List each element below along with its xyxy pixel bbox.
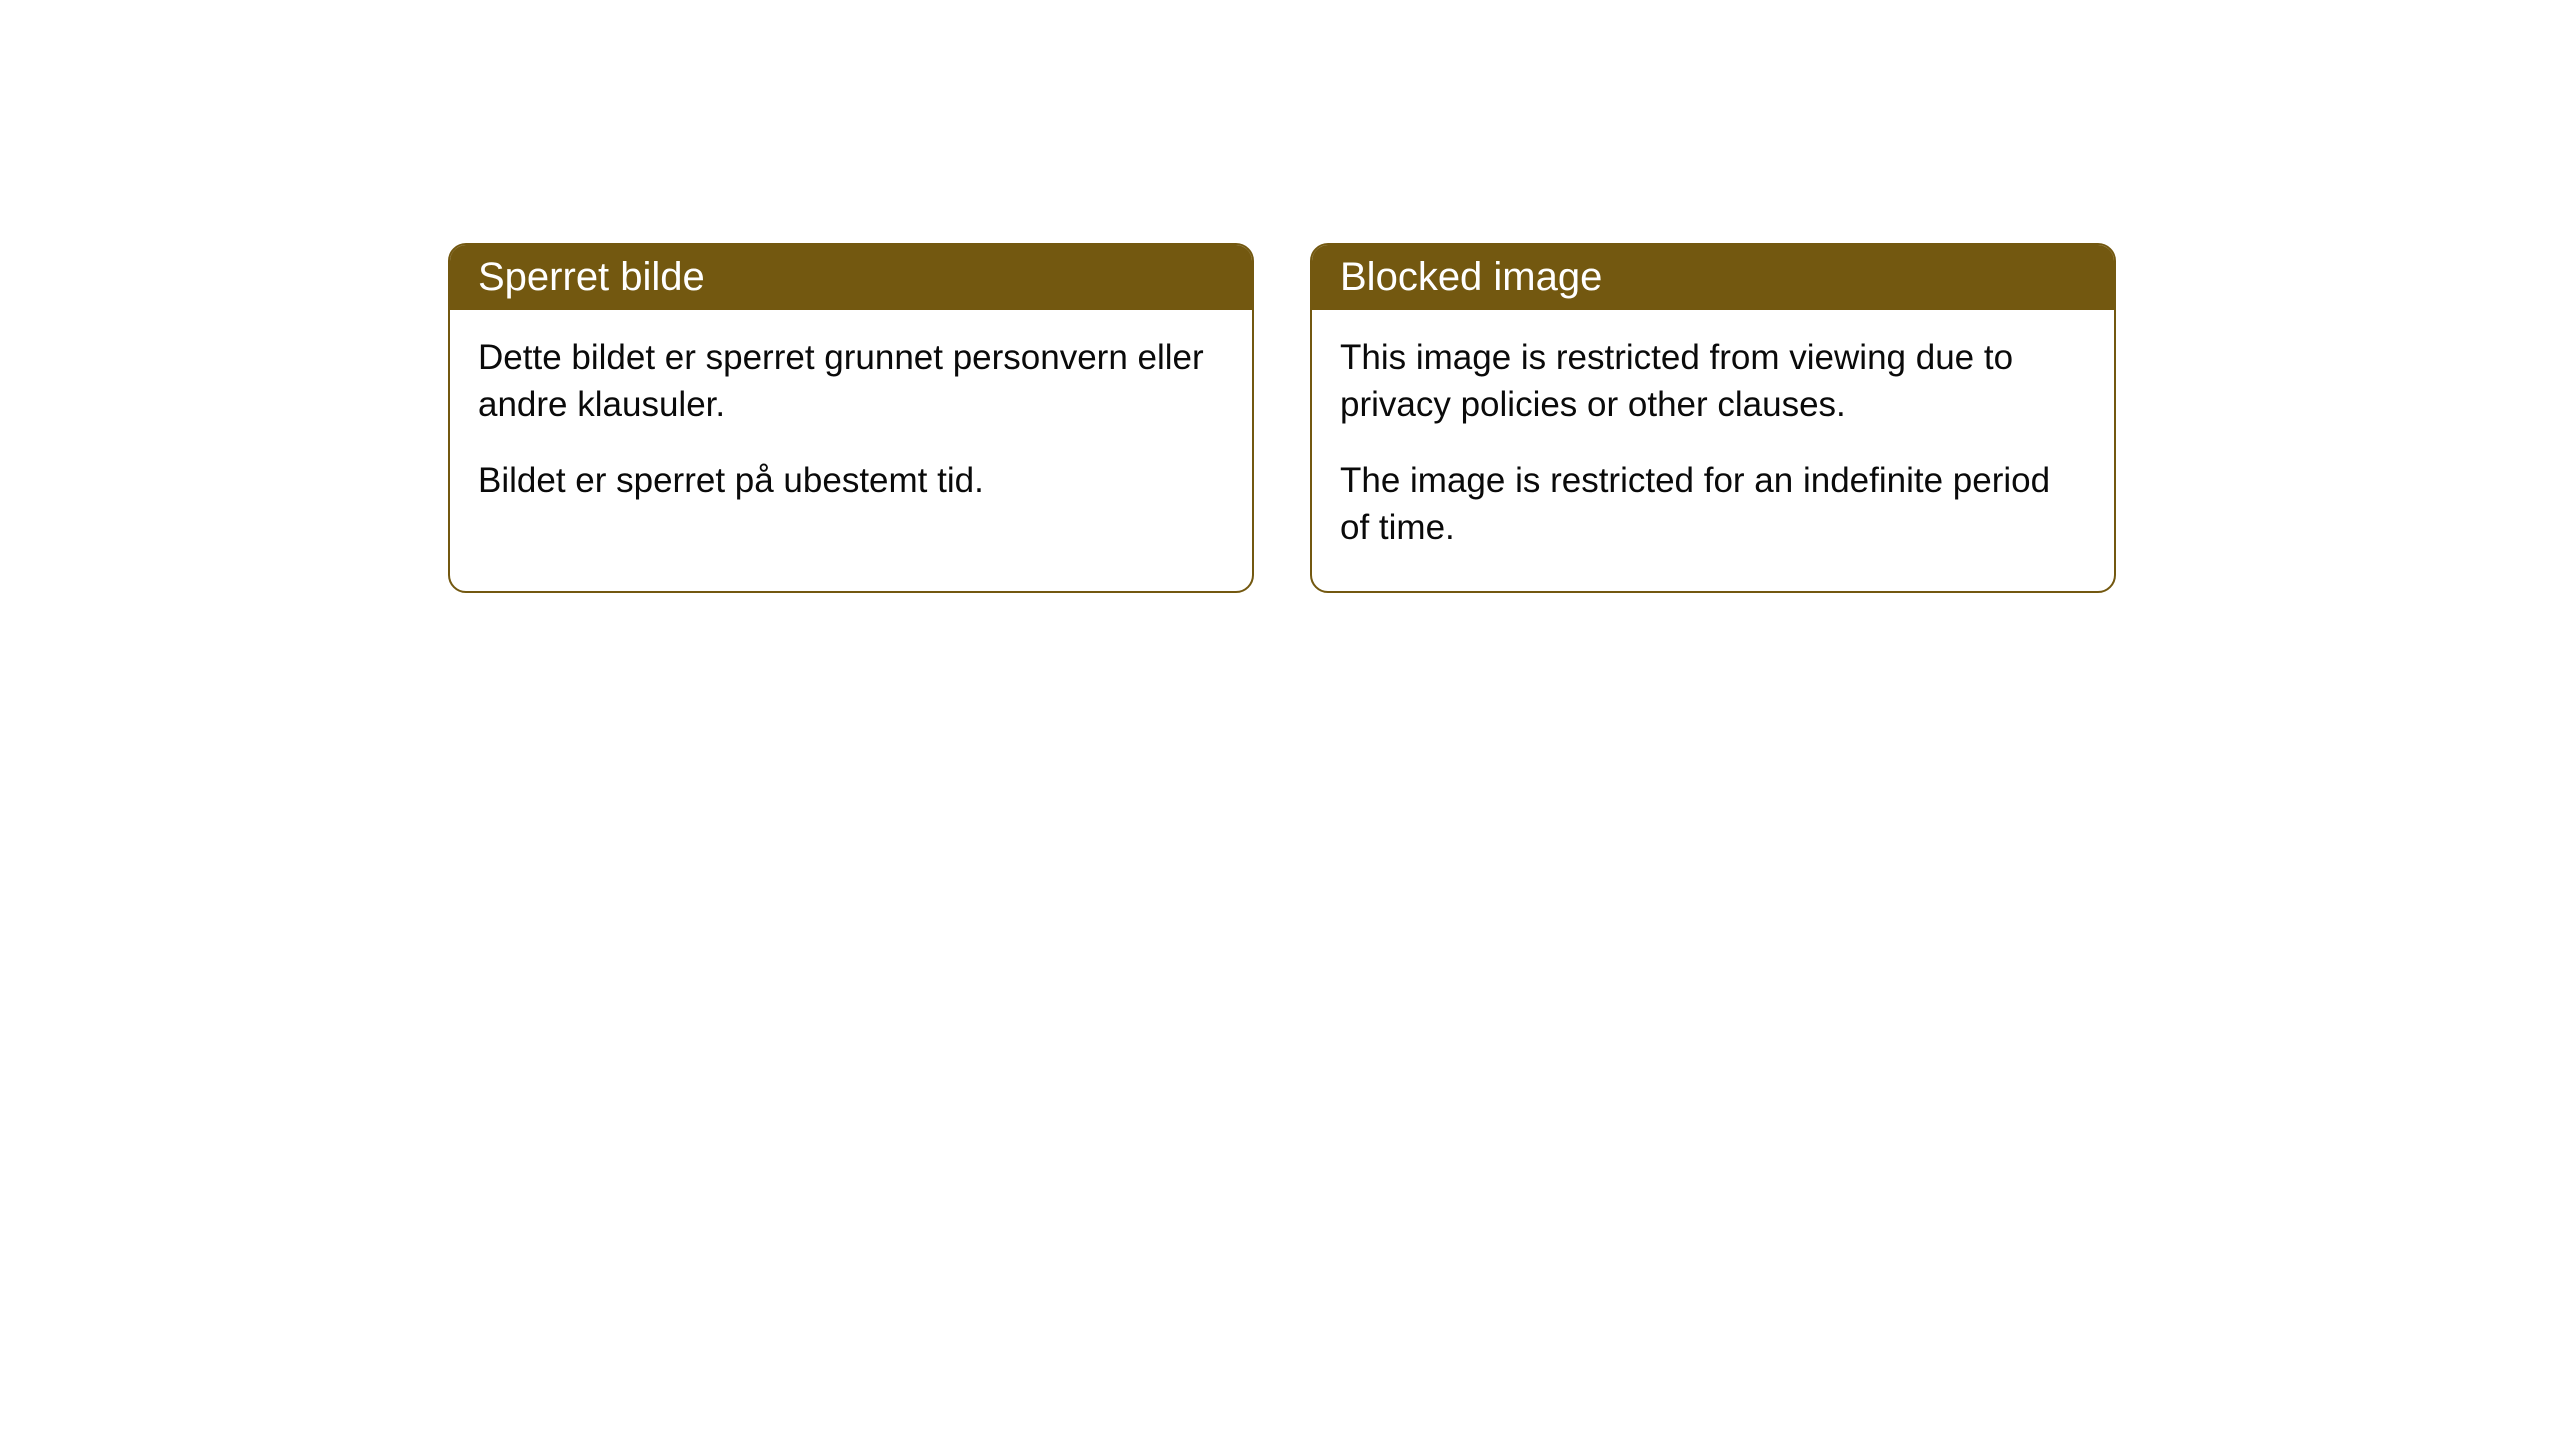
card-paragraph: The image is restricted for an indefinit…: [1340, 457, 2086, 552]
card-title: Sperret bilde: [478, 255, 705, 299]
blocked-image-card-no: Sperret bilde Dette bildet er sperret gr…: [448, 243, 1254, 593]
cards-container: Sperret bilde Dette bildet er sperret gr…: [448, 243, 2116, 593]
card-header: Sperret bilde: [450, 245, 1252, 310]
card-body: This image is restricted from viewing du…: [1312, 310, 2114, 591]
card-header: Blocked image: [1312, 245, 2114, 310]
card-paragraph: Dette bildet er sperret grunnet personve…: [478, 334, 1224, 429]
blocked-image-card-en: Blocked image This image is restricted f…: [1310, 243, 2116, 593]
card-paragraph: This image is restricted from viewing du…: [1340, 334, 2086, 429]
card-body: Dette bildet er sperret grunnet personve…: [450, 310, 1252, 544]
card-paragraph: Bildet er sperret på ubestemt tid.: [478, 457, 1224, 504]
card-title: Blocked image: [1340, 255, 1602, 299]
